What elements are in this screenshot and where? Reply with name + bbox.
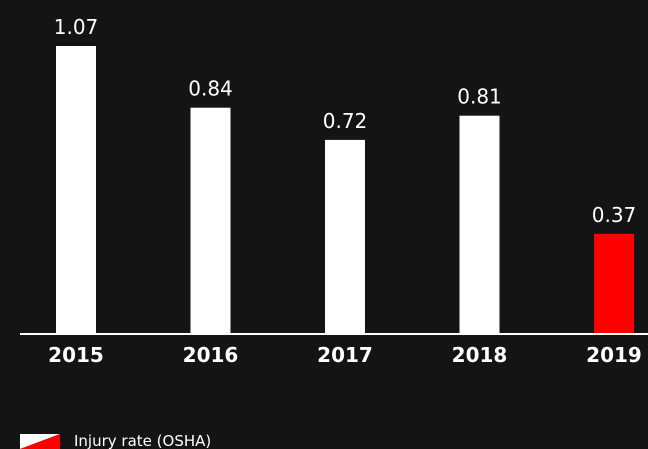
value-label-2017: 0.72 [323, 109, 368, 133]
bar-2016 [190, 107, 231, 333]
legend-swatch-red [20, 434, 60, 449]
value-labels-group: 1.07 0.84 0.72 0.81 0.37 [54, 15, 637, 227]
value-label-2015: 1.07 [54, 15, 99, 39]
bar-2018 [459, 115, 500, 333]
bar-2015 [56, 46, 96, 333]
bar-2017 [325, 139, 365, 333]
bar-2019 [594, 233, 634, 333]
value-label-2018: 0.81 [457, 85, 502, 109]
category-label-2019: 2019 [586, 343, 642, 367]
category-label-2015: 2015 [48, 343, 104, 367]
value-label-2019: 0.37 [592, 203, 637, 227]
category-labels-group: 2015 2016 2017 2018 2019 [48, 343, 642, 367]
legend: Injury rate (OSHA) [20, 432, 211, 449]
legend-swatch [20, 434, 60, 449]
category-label-2017: 2017 [317, 343, 373, 367]
category-label-2016: 2016 [183, 343, 239, 367]
value-label-2016: 0.84 [188, 77, 233, 101]
legend-label: Injury rate (OSHA) [74, 432, 211, 449]
category-label-2018: 2018 [452, 343, 508, 367]
bars-group [56, 46, 634, 333]
